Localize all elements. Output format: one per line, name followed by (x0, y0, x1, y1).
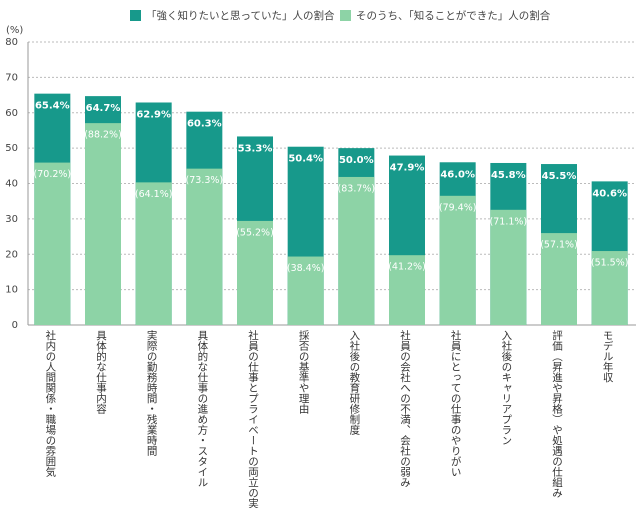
value-label: 65.4% (35, 101, 70, 112)
bar-known (287, 256, 324, 325)
x-tick-label: 社員の会社への不満、会社の弱み (399, 329, 411, 487)
value-label: (79.4%) (439, 202, 477, 213)
bar-known (338, 176, 375, 325)
y-tick-label: 30 (5, 214, 18, 225)
bar-known (490, 209, 527, 325)
y-tick-label: 40 (5, 179, 18, 190)
x-tick-label: 入社後の教育研修制度 (348, 330, 360, 436)
y-tick-label: 80 (5, 37, 18, 48)
value-label: 45.8% (491, 170, 526, 181)
bar-known (135, 182, 172, 325)
value-label: 62.9% (136, 109, 171, 120)
legend-swatch (130, 10, 141, 21)
bar-known (34, 162, 71, 325)
value-label: 40.6% (592, 188, 627, 199)
value-label: 46.0% (440, 169, 475, 180)
value-label: 47.9% (390, 163, 425, 174)
x-tick-label: 評価（昇進や昇格）や処遇の仕組み (551, 329, 563, 498)
y-tick-label: 10 (5, 285, 18, 296)
value-label: (83.7%) (338, 183, 376, 194)
bar-known (541, 233, 577, 325)
value-label: (70.2%) (34, 169, 72, 180)
x-tick-label: 具体的な仕事内容 (95, 330, 107, 415)
value-label: (38.4%) (287, 263, 325, 274)
y-tick-label: 20 (5, 249, 18, 260)
value-label: 53.3% (238, 143, 273, 154)
x-tick-label: モデル年収 (602, 330, 614, 383)
x-tick-label: 具体的な仕事の進め方・スタイル (196, 330, 208, 488)
bar-known (591, 251, 628, 325)
value-label: (88.2%) (84, 130, 122, 141)
bar-known (237, 220, 273, 325)
x-tick-label: 実際の勤務時間・残業時間 (146, 329, 158, 457)
y-tick-label: 70 (5, 72, 18, 83)
value-label: (41.2%) (388, 262, 426, 273)
legend-label: 「強く知りたいと思っていた」人の割合 (146, 9, 335, 22)
y-tick-label: 60 (5, 108, 18, 119)
bar-known (186, 168, 223, 325)
y-tick-label: 0 (12, 320, 18, 331)
value-label: 60.3% (187, 119, 222, 130)
legend-swatch (340, 10, 351, 21)
value-label: (51.5%) (591, 258, 629, 269)
bar-known (85, 123, 121, 325)
bar-known (389, 255, 425, 325)
y-tick-label: 50 (5, 143, 18, 154)
x-tick-label: 社内の人間関係・職場の雰囲気 (44, 329, 56, 478)
bar-known (439, 195, 476, 325)
x-tick-label: 入社後のキャリアプラン (500, 330, 512, 446)
value-label: (71.1%) (490, 216, 528, 227)
x-tick-label: 社員の仕事とプライベートの両立の実態 (247, 329, 259, 508)
value-label: 45.5% (542, 171, 577, 182)
value-label: (57.1%) (540, 240, 578, 251)
x-tick-label: 社員にとっての仕事のやりがい (450, 329, 462, 477)
legend-label: そのうち、「知ることができた」人の割合 (356, 9, 551, 22)
value-label: (55.2%) (236, 227, 274, 238)
value-label: (64.1%) (135, 189, 173, 200)
value-label: 50.4% (288, 154, 323, 165)
value-label: (73.3%) (186, 175, 224, 186)
value-label: 50.0% (339, 155, 374, 166)
x-tick-label: 採否の基準や理由 (298, 329, 310, 414)
y-axis-label: (%) (6, 25, 23, 36)
value-label: 64.7% (86, 103, 121, 114)
